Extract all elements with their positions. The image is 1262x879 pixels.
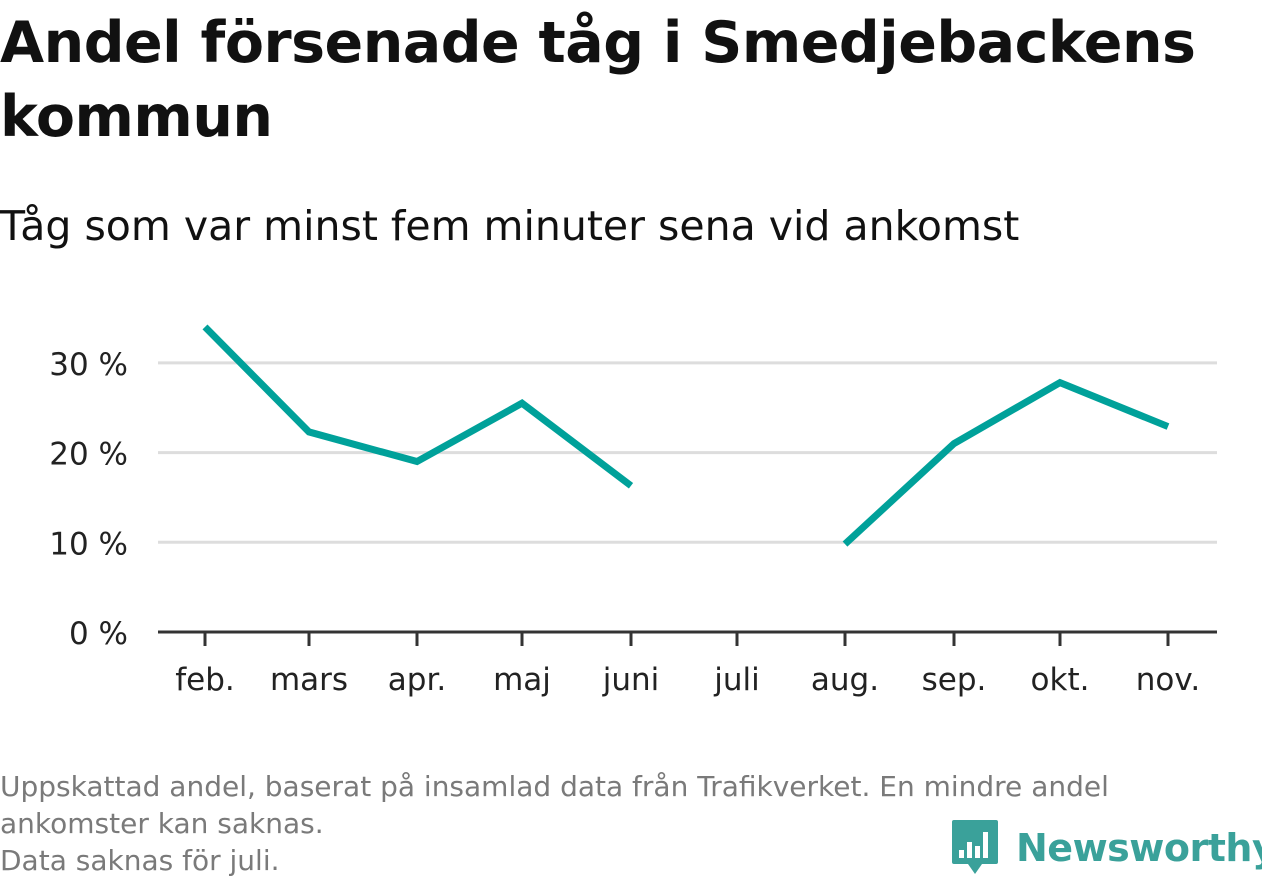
x-tick-label: sep.	[922, 662, 987, 698]
y-tick-label: 20 %	[49, 437, 128, 473]
y-axis-ticks: 0 % 10 % 20 % 30 %	[49, 347, 128, 652]
series-lines	[202, 324, 1170, 547]
chart-footer: Uppskattad andel, baserat på insamlad da…	[0, 768, 1250, 879]
footer-note-line-3: Data saknas för juli.	[0, 844, 280, 877]
chart-title: Andel försenade tåg i Smedjebackens komm…	[0, 10, 1196, 150]
x-tick-label: okt.	[1031, 662, 1090, 698]
x-tick-label: feb.	[175, 662, 235, 698]
grid-lines	[158, 361, 1217, 544]
x-tick-label: maj	[493, 662, 551, 698]
x-tick-label: apr.	[388, 662, 446, 698]
brand-name: Newsworthy	[1016, 826, 1262, 870]
chart-subtitle: Tåg som var minst fem minuter sena vid a…	[0, 202, 1020, 250]
x-tick-label: aug.	[811, 662, 879, 698]
series-line	[842, 378, 1170, 547]
x-tick-label: mars	[270, 662, 348, 698]
y-tick-label: 10 %	[49, 526, 128, 562]
brand-logo: Newsworthy	[950, 818, 1262, 878]
x-tick-label: juni	[602, 662, 660, 698]
series-line	[202, 324, 634, 489]
x-tick-label: juli	[713, 662, 760, 698]
footer-note-line-2: ankomster kan saknas.	[0, 807, 324, 840]
x-axis: feb. mars apr. maj juni juli aug. sep. okt. nov.	[158, 630, 1217, 698]
y-tick-label: 0 %	[69, 616, 128, 652]
footer-note-line-1: Uppskattad andel, baserat på insamlad da…	[0, 770, 1109, 803]
x-tick-label: nov.	[1136, 662, 1200, 698]
y-tick-label: 30 %	[49, 347, 128, 383]
newsworthy-logo-icon	[952, 820, 998, 874]
